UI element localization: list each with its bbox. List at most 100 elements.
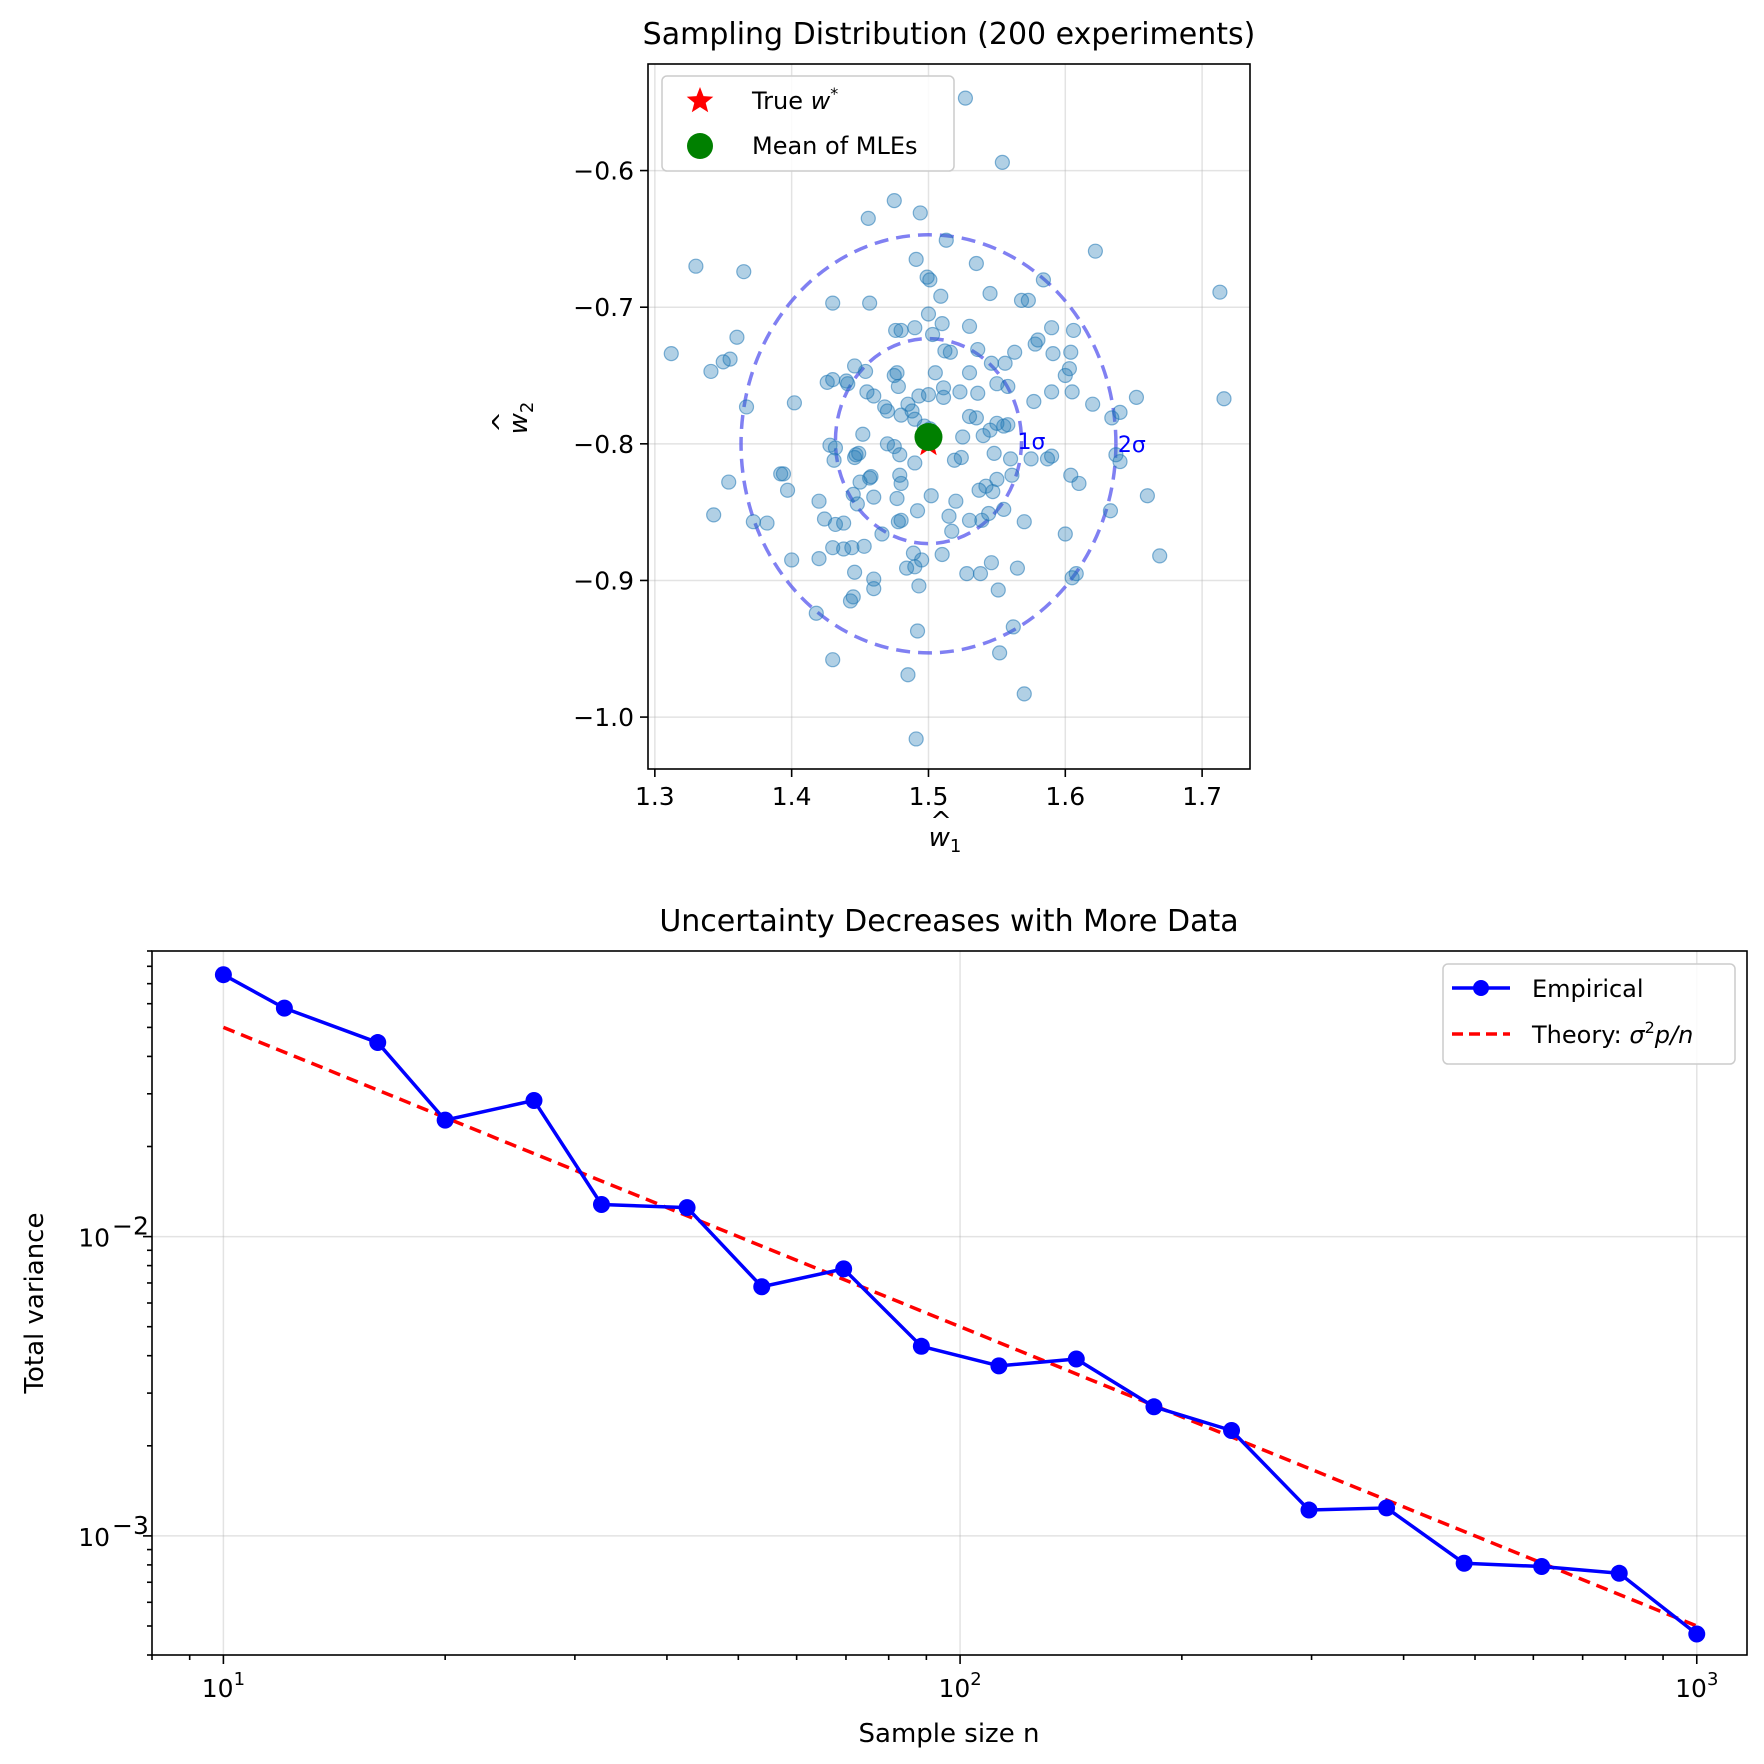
scatter-point (811, 493, 827, 509)
scatter-point (845, 589, 861, 605)
scatter-ylabel-base: w (504, 412, 534, 434)
scatter-point (729, 329, 745, 345)
scatter-xtick-label: 1.6 (1045, 782, 1085, 811)
scatter-point (920, 387, 937, 403)
empirical-point (1067, 1350, 1085, 1368)
two-sigma-label: 2σ (1118, 433, 1146, 458)
scatter-point (1039, 451, 1056, 467)
scatter-point (983, 355, 1000, 371)
scatter-xtick-label: 1.7 (1182, 782, 1222, 811)
scatter-point (935, 389, 952, 405)
scatter-point (808, 605, 824, 621)
scatter-point (1064, 570, 1080, 586)
scatter-point (1009, 560, 1026, 576)
scatter-point (827, 440, 844, 456)
scatter-point (1112, 453, 1128, 470)
scatter-point (942, 344, 958, 360)
scatter-point (996, 501, 1012, 518)
scatter-point (779, 482, 796, 498)
scatter-point (948, 493, 964, 509)
scatter-xlabel: w1 ^ (929, 807, 962, 857)
scatter-point (922, 272, 938, 288)
scatter-point (972, 566, 989, 582)
scatter-point (706, 507, 722, 523)
scatter-point (912, 205, 928, 221)
empirical-point (1455, 1554, 1473, 1572)
scatter-point (982, 422, 998, 438)
scatter-point (842, 593, 859, 609)
variance-ytick-label: 10 (78, 1523, 110, 1552)
scatter-point (986, 445, 1002, 461)
scatter-point (909, 503, 926, 519)
scatter-point (1027, 336, 1043, 352)
legend-theory: Theory: σ2p/n (1531, 1018, 1693, 1049)
scatter-ytick-label: −0.6 (573, 157, 634, 186)
scatter-point (715, 354, 731, 370)
scatter-point (846, 449, 863, 466)
scatter-xtick-label: 1.5 (909, 782, 949, 811)
legend-true-w: True w* (751, 84, 838, 115)
scatter-point (1020, 292, 1036, 308)
empirical-point (436, 1111, 454, 1129)
scatter-point (688, 258, 704, 274)
scatter-point (982, 285, 998, 302)
scatter-point (1000, 378, 1016, 395)
scatter-point (1139, 488, 1155, 504)
empirical-point (1300, 1501, 1318, 1519)
empirical-point (214, 966, 232, 984)
variance-xlabel: Sample size n (859, 1719, 1040, 1749)
scatter-ylabel-hat: ^ (488, 411, 518, 433)
variance-xtick-label: 103 (1675, 1669, 1718, 1703)
scatter-point (877, 399, 893, 415)
legend-empirical: Empirical (1532, 975, 1644, 1003)
scatter-point (1030, 332, 1046, 348)
scatter-point (892, 447, 908, 463)
scatter-point (923, 488, 939, 504)
scatter-point (908, 251, 924, 267)
scatter-point (775, 466, 792, 482)
variance-ylabel: Total variance (20, 1213, 50, 1395)
scatter-point (736, 264, 752, 280)
scatter-point (934, 546, 950, 563)
scatter-point (898, 560, 915, 576)
scatter-point (852, 474, 868, 490)
scatter-ylabel: w2 ^ (488, 402, 538, 435)
scatter-legend: True w* Mean of MLEs (661, 75, 955, 172)
empirical-point (1223, 1421, 1241, 1439)
scatter-point (961, 408, 978, 425)
scatter-point (786, 395, 802, 411)
variance-panel: Uncertainty Decreases with More Data 101… (20, 904, 1748, 1749)
scatter-point (997, 355, 1013, 371)
scatter-point (890, 378, 906, 395)
scatter-point (721, 474, 737, 490)
scatter-point (1085, 396, 1101, 412)
scatter-point (900, 667, 916, 683)
scatter-point (909, 623, 926, 639)
scatter-point (851, 445, 867, 461)
scatter-point (849, 496, 865, 512)
scatter-point (970, 385, 986, 401)
scatter-point (879, 403, 896, 419)
scatter-point (970, 341, 986, 358)
scatter-point (1044, 384, 1060, 400)
scatter-point (944, 523, 960, 539)
empirical-point (753, 1278, 771, 1296)
scatter-point (1102, 503, 1119, 519)
scatter-point (961, 512, 978, 528)
scatter-point (866, 388, 882, 404)
scatter-point (1057, 526, 1073, 542)
scatter-point (1104, 410, 1120, 426)
scatter-point (886, 193, 902, 209)
legend-star-icon (686, 87, 714, 113)
scatter-point (961, 318, 978, 334)
sigma-ellipses (739, 233, 1118, 655)
scatter-ytick-label: −0.9 (573, 566, 634, 595)
legend-circle-icon (687, 133, 713, 159)
scatter-point (840, 376, 856, 392)
scatter-point (983, 555, 1000, 571)
scatter-ticks: 1.3 1.4 1.5 1.6 1.7 −0.6 −0.7 −0.8 −0.9 −1.0 (573, 157, 1222, 811)
scatter-point (994, 154, 1010, 170)
scatter-xtick-label: 1.4 (772, 782, 812, 811)
